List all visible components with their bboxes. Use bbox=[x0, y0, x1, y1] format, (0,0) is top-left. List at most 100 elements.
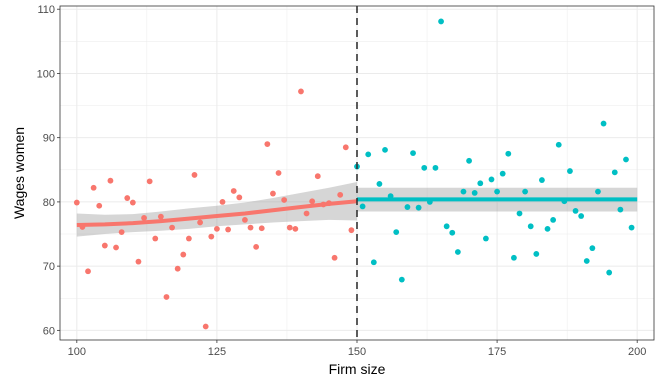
data-point-left bbox=[185, 235, 192, 242]
y-tick-label: 110 bbox=[37, 4, 55, 16]
data-point-left bbox=[219, 199, 226, 205]
data-point-left bbox=[281, 197, 288, 203]
data-point-left bbox=[101, 242, 108, 249]
data-point-left bbox=[225, 226, 232, 233]
data-point-right bbox=[544, 225, 551, 232]
data-point-right bbox=[410, 150, 416, 156]
y-tick-label: 60 bbox=[43, 325, 55, 337]
data-points bbox=[73, 18, 635, 330]
data-point-left bbox=[135, 258, 142, 265]
x-tick-label: 100 bbox=[68, 346, 86, 358]
data-point-left bbox=[96, 202, 103, 209]
data-point-right bbox=[449, 229, 456, 236]
data-point-right bbox=[522, 188, 529, 195]
x-axis-title: Firm size bbox=[329, 361, 386, 377]
data-point-left bbox=[314, 173, 321, 180]
data-point-right bbox=[482, 235, 489, 242]
data-point-right bbox=[578, 213, 585, 219]
data-point-right bbox=[555, 141, 562, 148]
data-point-left bbox=[247, 224, 254, 231]
fit-line-left bbox=[76, 199, 358, 228]
data-point-left bbox=[85, 268, 91, 275]
data-point-left bbox=[157, 213, 164, 220]
data-point-left bbox=[180, 251, 187, 258]
data-point-right bbox=[623, 156, 629, 163]
data-point-right bbox=[516, 210, 523, 217]
data-point-right bbox=[466, 157, 472, 164]
data-point-left bbox=[129, 199, 136, 206]
data-point-left bbox=[191, 172, 198, 178]
data-point-left bbox=[202, 323, 209, 330]
data-point-right bbox=[595, 188, 601, 195]
data-point-right bbox=[550, 216, 557, 223]
data-point-right bbox=[617, 206, 624, 213]
data-point-left bbox=[163, 294, 170, 300]
data-point-left bbox=[303, 210, 310, 217]
data-point-left bbox=[118, 229, 125, 235]
data-point-left bbox=[174, 265, 181, 272]
data-point-left bbox=[208, 233, 215, 240]
data-point-left bbox=[292, 225, 299, 232]
data-point-right bbox=[432, 164, 439, 171]
data-point-right bbox=[572, 208, 579, 214]
fit-lines bbox=[76, 197, 638, 228]
data-point-left bbox=[264, 141, 271, 148]
data-point-right bbox=[398, 276, 405, 283]
data-point-left bbox=[169, 224, 175, 231]
data-point-right bbox=[583, 258, 590, 264]
data-point-right bbox=[382, 146, 388, 153]
data-point-right bbox=[567, 168, 573, 174]
data-point-right bbox=[471, 190, 478, 196]
data-point-right bbox=[477, 180, 484, 187]
data-point-right bbox=[611, 169, 618, 176]
data-point-left bbox=[197, 219, 203, 226]
data-point-right bbox=[460, 188, 467, 195]
data-point-left bbox=[275, 170, 282, 176]
data-point-right bbox=[589, 245, 596, 252]
data-point-left bbox=[73, 199, 80, 206]
data-point-left bbox=[309, 198, 316, 205]
data-point-left bbox=[236, 194, 243, 201]
data-point-left bbox=[337, 191, 344, 198]
x-tick-label: 175 bbox=[488, 346, 506, 358]
data-point-right bbox=[404, 204, 411, 210]
data-point-right bbox=[494, 188, 500, 195]
data-point-left bbox=[214, 225, 220, 232]
data-point-left bbox=[253, 243, 260, 250]
data-point-right bbox=[454, 249, 461, 255]
data-point-left bbox=[348, 227, 355, 234]
data-point-right bbox=[376, 181, 383, 187]
data-point-left bbox=[331, 254, 338, 261]
data-point-right bbox=[370, 259, 377, 266]
data-point-left bbox=[342, 144, 349, 151]
data-point-right bbox=[606, 269, 613, 276]
data-point-right bbox=[415, 204, 422, 211]
data-point-right bbox=[438, 18, 444, 25]
data-point-right bbox=[505, 150, 512, 157]
data-point-right bbox=[365, 151, 372, 158]
data-point-right bbox=[499, 170, 506, 177]
data-point-left bbox=[146, 178, 153, 185]
data-point-right bbox=[393, 229, 400, 235]
y-tick-label: 80 bbox=[43, 197, 55, 209]
y-tick-label: 90 bbox=[43, 133, 55, 145]
x-tick-label: 125 bbox=[208, 346, 226, 358]
y-axis-title: Wages women bbox=[11, 127, 27, 219]
data-point-left bbox=[230, 188, 237, 194]
data-point-left bbox=[258, 225, 265, 232]
data-point-right bbox=[628, 224, 635, 231]
data-point-left bbox=[152, 235, 159, 242]
data-point-left bbox=[298, 88, 304, 95]
y-tick-label: 70 bbox=[43, 261, 55, 273]
axes: 100 125 150 175 200 60 70 80 90 100 110 bbox=[37, 4, 647, 358]
data-point-right bbox=[527, 223, 534, 230]
data-point-left bbox=[141, 215, 147, 221]
data-point-right bbox=[359, 203, 366, 210]
data-point-right bbox=[511, 254, 517, 261]
data-point-right bbox=[600, 120, 607, 127]
data-point-right bbox=[443, 223, 450, 230]
data-point-right bbox=[533, 251, 540, 257]
data-point-left bbox=[124, 195, 131, 201]
data-point-left bbox=[90, 184, 97, 191]
